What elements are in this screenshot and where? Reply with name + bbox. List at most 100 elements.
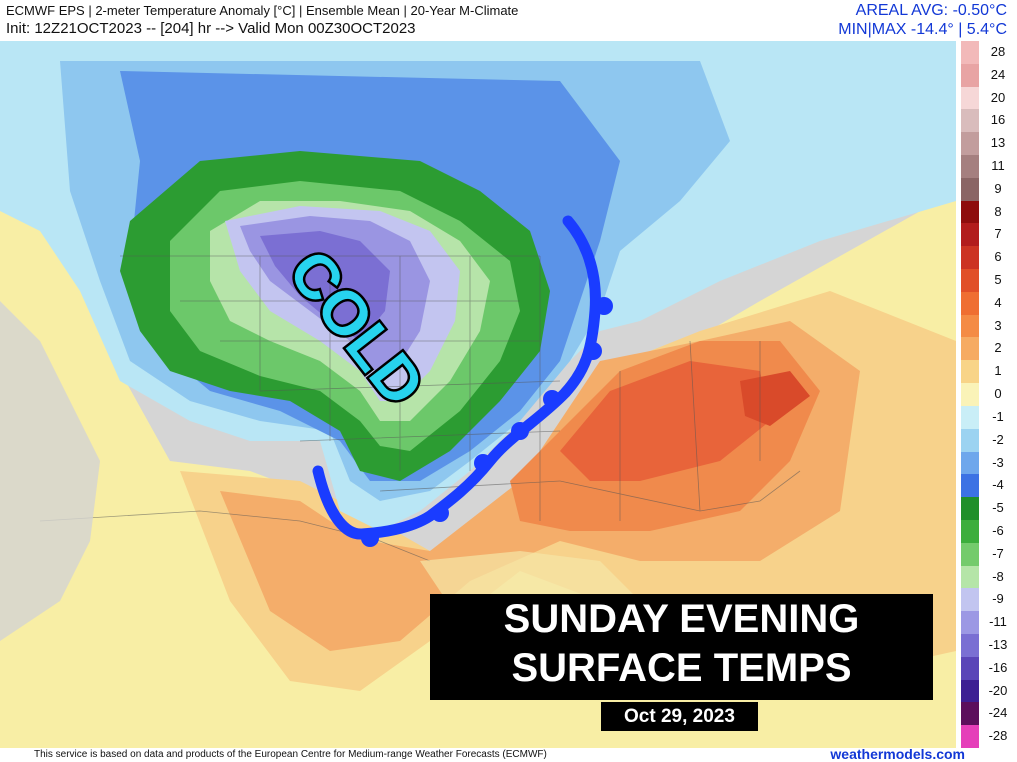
state-borders [39,255,801,562]
legend-swatch [961,86,979,110]
legend-label: 4 [994,294,1002,310]
legend-entry: 2 [961,337,1017,361]
legend-entry: -2 [961,428,1017,452]
legend-entry: 16 [961,109,1017,133]
legend-swatch [961,519,979,543]
legend-swatch [961,679,979,703]
legend-swatch [961,565,979,589]
legend-label: -8 [992,568,1004,584]
legend-swatch [961,451,979,475]
legend-label: 2 [994,340,1002,356]
legend-entry: 24 [961,63,1017,87]
min-max: MIN|MAX -14.4° | 5.4°C [838,21,1007,38]
legend-label: -28 [988,728,1008,744]
legend-entry: -20 [961,679,1017,703]
anomaly-zone-warm-5 [740,371,810,426]
map-canvas: COLD [0,41,956,748]
legend-label: 1 [994,363,1002,379]
legend-label: 6 [994,249,1002,265]
legend-label: 8 [994,203,1002,219]
legend-label: 24 [990,66,1006,82]
ocean-pacific [0,301,100,641]
legend-label: -16 [988,659,1008,675]
caption-box: SUNDAY EVENING SURFACE TEMPS [430,594,933,700]
legend-entry: 28 [961,41,1017,64]
anomaly-zone-warm-4 [560,361,770,481]
legend-label: 13 [990,135,1006,151]
legend-label: -2 [992,431,1004,447]
legend-label: 9 [994,180,1002,196]
legend-swatch [961,63,979,87]
legend-swatch [961,360,979,384]
legend-entry: 3 [961,314,1017,338]
legend-swatch [961,269,979,292]
legend-label: -4 [992,477,1004,493]
legend-entry: 6 [961,246,1017,270]
legend-swatch [961,223,979,247]
caption-line-2: SURFACE TEMPS [511,646,852,690]
legend-entry: -4 [961,474,1017,498]
legend-label: -1 [992,408,1004,424]
temperature-anomaly-map: COLD [0,41,956,748]
legend-label: 28 [990,44,1006,59]
map-stats: AREAL AVG: -0.50°C MIN|MAX -14.4° | 5.4°… [838,1,1007,39]
legend-label: 0 [994,386,1002,402]
legend-swatch [961,200,979,224]
caption-date: Oct 29, 2023 [601,702,758,731]
legend-swatch [961,588,979,612]
legend-swatch [961,497,979,520]
legend-label: -7 [992,545,1004,561]
legend-swatch [961,109,979,133]
legend-swatch [961,611,979,634]
legend-label: 16 [990,112,1006,128]
map-header: ECMWF EPS | 2-meter Temperature Anomaly … [6,2,518,38]
legend-entry: 20 [961,86,1017,110]
legend-label: -5 [992,500,1004,516]
legend-entry: -3 [961,451,1017,475]
legend-swatch [961,383,979,406]
legend-label: -11 [989,614,1007,630]
legend-entry: -6 [961,519,1017,543]
legend-swatch [961,155,979,178]
legend-label: -24 [988,705,1008,721]
legend-label: -3 [992,454,1004,470]
legend-entry: -16 [961,656,1017,680]
legend-swatch [961,246,979,270]
legend-swatch [961,656,979,680]
legend-swatch [961,725,979,748]
anomaly-zone-cold-purple-3 [260,231,390,341]
legend-entry: 9 [961,177,1017,201]
legend-swatch [961,132,979,156]
legend-entry: -7 [961,542,1017,566]
caption-line-1: SUNDAY EVENING [503,597,860,641]
legend-entry: 13 [961,132,1017,156]
legend-entry: -8 [961,565,1017,589]
brand-link[interactable]: weathermodels.com [830,746,965,762]
data-disclaimer: This service is based on data and produc… [34,749,547,760]
legend-label: 20 [990,89,1006,105]
legend-swatch [961,428,979,452]
areal-average: AREAL AVG: -0.50°C [855,2,1007,19]
legend-entry: 8 [961,200,1017,224]
init-valid-time: Init: 12Z21OCT2023 -- [204] hr --> Valid… [6,20,416,37]
legend-label: -6 [992,522,1004,538]
legend-swatch [961,474,979,498]
color-scale-legend: 28 24 20 16 13 11 9 8 7 6 5 4 3 2 1 0 -1 -2 -3 -4 -5 -6 -7 -8 -9… [961,41,1017,748]
legend-swatch [961,177,979,201]
legend-label: -13 [988,636,1008,652]
legend-label: 5 [994,272,1002,288]
legend-label: -20 [988,682,1008,698]
legend-entry: -28 [961,725,1017,748]
legend-entry: -9 [961,588,1017,612]
legend-label: 7 [994,226,1002,242]
legend-label: -9 [992,591,1004,607]
legend-swatch [961,702,979,726]
legend-swatch [961,542,979,566]
legend-entry: 11 [961,155,1017,178]
legend-swatch [961,291,979,315]
product-title: ECMWF EPS | 2-meter Temperature Anomaly … [6,3,519,18]
legend-swatch [961,314,979,338]
legend-label: 3 [994,317,1002,333]
legend-label: 11 [991,158,1005,174]
legend-entry: 0 [961,383,1017,406]
